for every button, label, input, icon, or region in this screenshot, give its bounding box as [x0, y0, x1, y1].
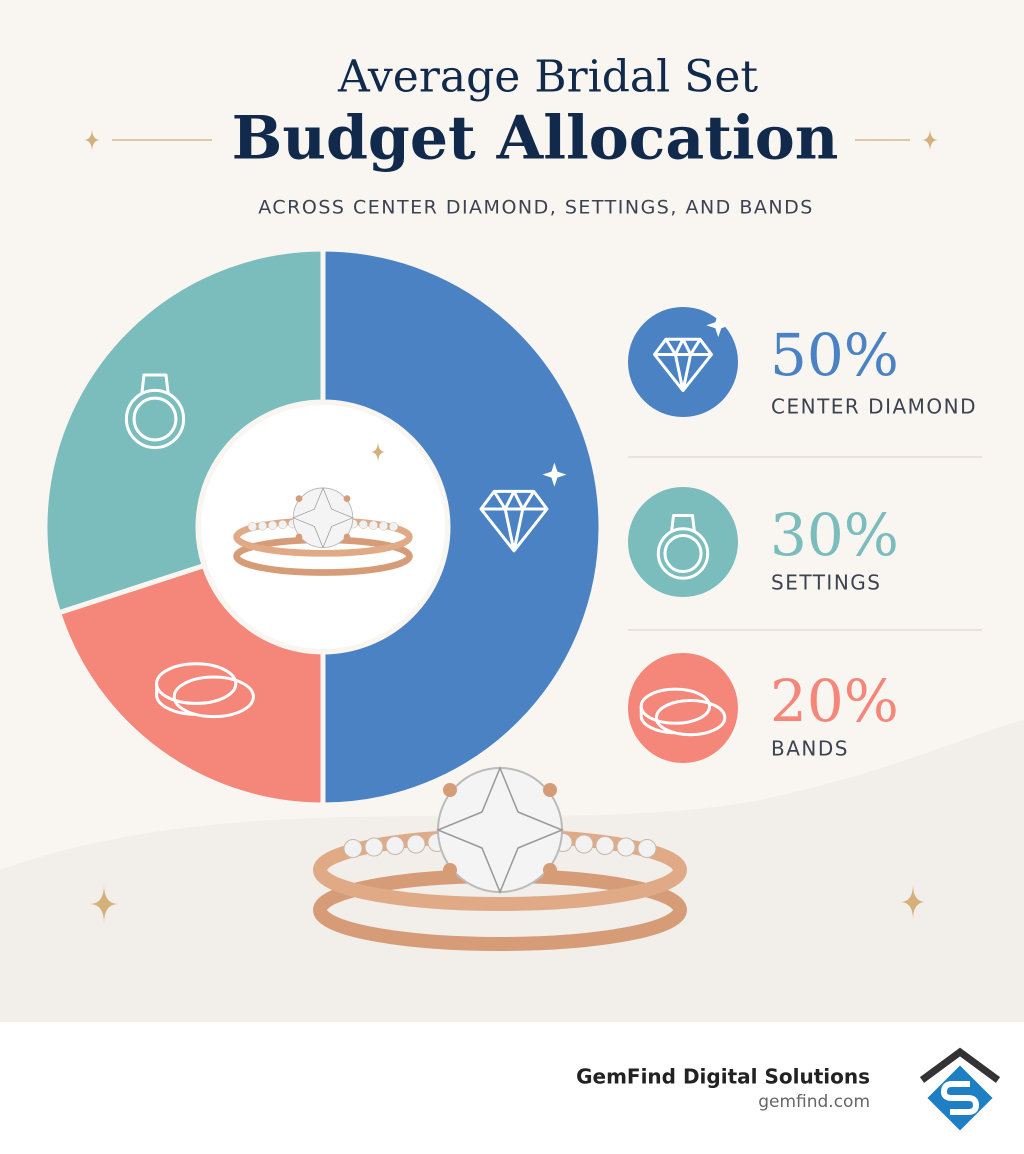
prong — [295, 495, 303, 502]
icon-sparkle — [542, 462, 567, 487]
pave-stone — [637, 839, 657, 858]
icon-band — [155, 662, 238, 705]
prong — [543, 863, 557, 877]
icon-diamond — [653, 337, 713, 393]
hero-ring — [313, 766, 687, 951]
title-line-1: Average Bridal Set — [337, 52, 758, 103]
pave-stone — [257, 521, 268, 531]
footer-logo — [919, 1047, 1001, 1131]
segment-icon — [155, 662, 255, 719]
pave-stone — [595, 836, 615, 855]
pave-stone — [247, 522, 257, 532]
icon-ring — [663, 533, 703, 574]
legend-value: 50% — [770, 321, 899, 389]
legend-label: BANDS — [771, 737, 849, 761]
pave-stone — [406, 834, 426, 854]
pave-stone — [368, 520, 378, 530]
title-line-2: Budget Allocation — [232, 104, 839, 174]
icon-band — [654, 699, 727, 737]
legend-badge — [628, 487, 738, 597]
sparkle — [900, 884, 926, 920]
prong — [295, 533, 303, 541]
pave-stone — [364, 837, 384, 857]
icon-band-edge — [639, 706, 674, 735]
pave-stone — [574, 834, 594, 854]
pave-stone — [385, 836, 405, 855]
legend-value: 20% — [770, 667, 899, 735]
prong — [343, 495, 351, 502]
legend-label: SETTINGS — [771, 571, 881, 595]
sparkle — [921, 128, 939, 152]
sparkle — [90, 884, 118, 924]
pave-stone — [278, 519, 288, 530]
icon-diamond — [479, 489, 549, 553]
pave-stone — [268, 520, 278, 530]
segment-icon — [124, 373, 186, 450]
prong — [543, 783, 557, 797]
icon-band — [172, 675, 255, 719]
pave-stone — [616, 837, 636, 857]
prong — [443, 783, 457, 797]
stone-facets — [292, 487, 354, 549]
footer-brand: GemFind Digital Solutions — [576, 1065, 870, 1089]
donut-segment — [320, 246, 604, 808]
footer-band — [0, 1022, 1024, 1154]
donut-segment — [42, 246, 326, 617]
legend-badge — [628, 653, 738, 763]
center-stone — [437, 767, 563, 893]
stone-facets — [436, 766, 564, 894]
legend-value: 30% — [770, 501, 899, 569]
legend-icon — [653, 313, 731, 393]
prong — [443, 863, 457, 877]
icon-sparkle — [706, 313, 731, 338]
pave-stone — [389, 522, 399, 532]
pave-stone — [343, 839, 363, 858]
legend-badge — [628, 307, 738, 417]
segment-icon — [479, 462, 567, 553]
prong — [343, 533, 351, 541]
icon-band-edge — [155, 683, 195, 716]
center-ring — [233, 487, 413, 576]
sparkle — [370, 441, 386, 463]
pave-stone — [358, 519, 368, 530]
donut-segment — [55, 562, 326, 808]
legend-icon — [639, 687, 727, 737]
icon-ring-prongs — [140, 373, 170, 394]
center-stone — [292, 487, 354, 549]
legend-label: CENTER DIAMOND — [771, 395, 977, 419]
icon-ring — [132, 396, 178, 442]
pave-stone — [378, 521, 389, 531]
legend-icon — [656, 514, 710, 580]
sparkle — [83, 128, 101, 152]
footer-url: gemfind.com — [758, 1092, 870, 1112]
icon-ring — [124, 388, 186, 450]
icon-ring-prongs — [670, 514, 696, 532]
icon-ring — [656, 527, 710, 580]
subtitle: ACROSS CENTER DIAMOND, SETTINGS, AND BAN… — [258, 197, 814, 219]
